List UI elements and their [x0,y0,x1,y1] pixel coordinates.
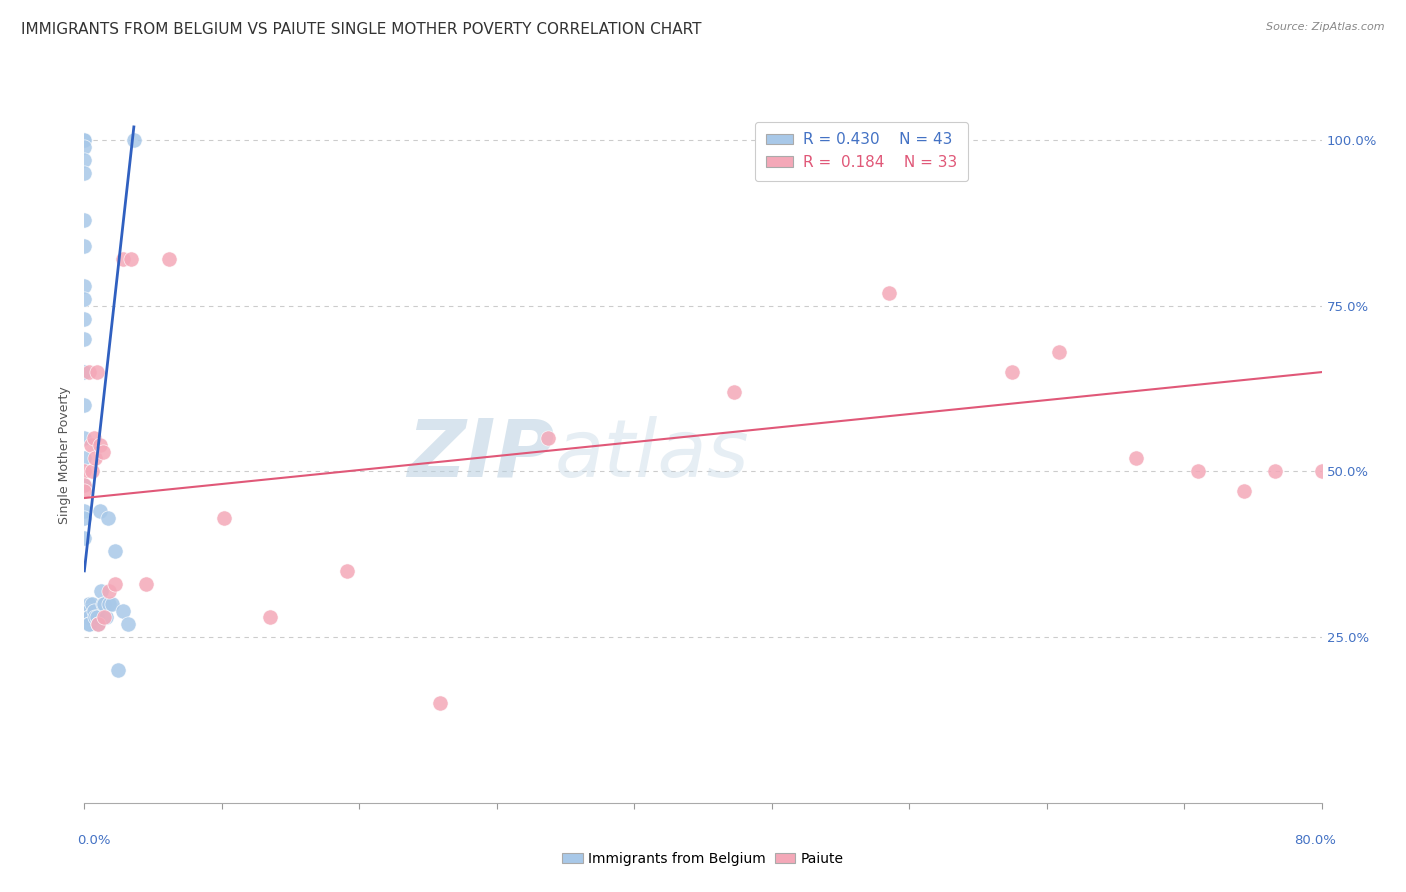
Y-axis label: Single Mother Poverty: Single Mother Poverty [58,386,72,524]
Point [1047,345,1070,359]
Point [91,597,114,611]
Text: 0.0%: 0.0% [77,834,111,847]
Point [90,583,112,598]
Text: atlas: atlas [554,416,749,494]
Point [429,697,451,711]
Point [93,597,115,611]
Point [73,140,96,154]
Point [1001,365,1024,379]
Point [73,312,96,326]
Point [73,431,96,445]
Point [73,504,96,518]
Point [77,610,100,624]
Point [77,604,100,618]
Point [94,610,117,624]
Point [87,616,110,631]
Point [79,438,101,452]
Point [89,504,111,518]
Point [98,583,121,598]
Point [77,616,100,631]
Point [723,384,745,399]
Text: Source: ZipAtlas.com: Source: ZipAtlas.com [1267,22,1385,32]
Point [117,616,139,631]
Point [112,604,135,618]
Point [104,544,127,558]
Point [1264,465,1286,479]
Point [73,365,96,379]
Point [83,431,105,445]
Point [159,252,181,267]
Point [1233,484,1256,499]
Point [122,133,145,147]
Text: IMMIGRANTS FROM BELGIUM VS PAIUTE SINGLE MOTHER POVERTY CORRELATION CHART: IMMIGRANTS FROM BELGIUM VS PAIUTE SINGLE… [21,22,702,37]
Point [537,431,560,445]
Point [82,465,104,479]
Point [91,444,114,458]
Point [98,597,121,611]
Point [73,531,96,545]
Text: 80.0%: 80.0% [1294,834,1336,847]
Point [73,484,96,499]
Point [135,577,157,591]
Point [86,610,108,624]
Point [1310,465,1333,479]
Point [212,511,235,525]
Point [1187,465,1209,479]
Point [73,398,96,412]
Point [73,477,96,491]
Point [77,597,100,611]
Point [73,133,96,147]
Point [104,577,127,591]
Point [83,604,105,618]
Point [84,451,107,466]
Point [73,451,96,466]
Point [120,252,142,267]
Legend: Immigrants from Belgium, Paiute: Immigrants from Belgium, Paiute [557,847,849,871]
Point [77,365,100,379]
Point [73,477,96,491]
Point [73,133,96,147]
Point [73,279,96,293]
Point [93,610,115,624]
Point [89,438,111,452]
Point [86,365,108,379]
Point [1125,451,1147,466]
Point [97,511,120,525]
Point [73,153,96,167]
Point [112,252,135,267]
Point [73,166,96,180]
Point [87,616,110,631]
Point [84,610,107,624]
Point [336,564,359,578]
Point [73,212,96,227]
Point [73,511,96,525]
Legend: R = 0.430    N = 43, R =  0.184    N = 33: R = 0.430 N = 43, R = 0.184 N = 33 [755,121,967,181]
Point [259,610,281,624]
Point [73,465,96,479]
Point [73,292,96,306]
Point [73,239,96,253]
Text: ZIP: ZIP [408,416,554,494]
Point [107,663,129,677]
Point [77,616,100,631]
Point [82,597,104,611]
Point [101,597,124,611]
Point [77,610,100,624]
Point [73,332,96,346]
Point [877,285,900,300]
